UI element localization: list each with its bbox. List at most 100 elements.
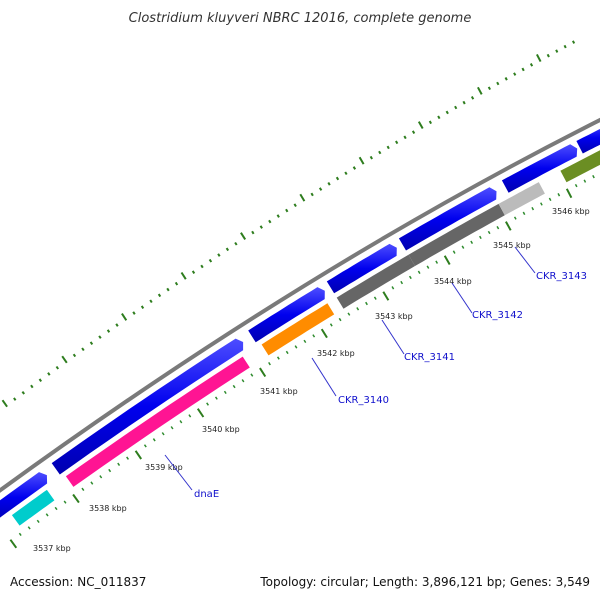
- inner-tick: [347, 312, 351, 316]
- inner-tick: [99, 475, 103, 479]
- outer-tick: [174, 281, 179, 286]
- forward-cds: [51, 338, 244, 475]
- outer-tick: [318, 187, 323, 191]
- inner-tick: [565, 188, 573, 199]
- gene-ckr3141: [336, 254, 415, 309]
- inner-tick: [63, 500, 67, 504]
- outer-tick: [285, 208, 289, 213]
- inner-tick: [470, 240, 474, 244]
- inner-tick: [461, 245, 465, 249]
- outer-tick: [327, 182, 331, 186]
- inner-tick: [45, 513, 49, 517]
- outer-tick: [180, 271, 187, 280]
- outer-tick: [386, 145, 390, 150]
- outer-tick: [38, 378, 43, 382]
- gene-label-ckr3143: CKR_3143: [536, 271, 587, 282]
- outer-tick: [513, 72, 517, 76]
- genome-summary-text: Topology: circular; Length: 3,896,121 bp…: [259, 575, 590, 589]
- inner-tick: [206, 402, 210, 406]
- kbp-label: 3542 kbp: [317, 349, 355, 358]
- inner-tick: [268, 362, 271, 366]
- outer-tick: [21, 391, 25, 395]
- reverse-feature: [560, 150, 600, 183]
- outer-tick: [98, 335, 102, 339]
- inner-tick: [540, 202, 543, 206]
- inner-tick: [188, 414, 192, 418]
- inner-tick: [426, 265, 430, 269]
- outer-tick: [462, 100, 466, 105]
- forward-cds: [326, 243, 397, 294]
- map-title: Clostridium kluyveri NBRC 12016, complet…: [129, 11, 472, 26]
- inner-tick-ring: [9, 174, 595, 549]
- inner-tick: [373, 296, 377, 300]
- inner-tick: [179, 420, 183, 424]
- inner-tick: [72, 493, 80, 504]
- inner-tick: [108, 468, 112, 473]
- outer-tick: [81, 347, 85, 352]
- outer-tick: [369, 155, 373, 160]
- kbp-label: 3538 kbp: [89, 504, 127, 513]
- inner-tick: [54, 506, 58, 511]
- kbp-label: 3543 kbp: [375, 312, 413, 321]
- inner-tick: [250, 373, 254, 377]
- outer-tick: [191, 270, 196, 274]
- inner-tick: [117, 462, 121, 467]
- inner-tick: [170, 426, 174, 430]
- inner-tick: [338, 317, 342, 322]
- outer-tick: [529, 63, 534, 67]
- outer-tick: [536, 53, 542, 63]
- forward-cds: [576, 128, 600, 154]
- inner-tick: [417, 270, 421, 274]
- outer-tick: [140, 305, 145, 309]
- outer-tick: [496, 81, 500, 86]
- outer-tick: [200, 264, 204, 269]
- inner-tick: [531, 206, 535, 211]
- kbp-labels: 3537 kbp 3538 kbp 3539 kbp 3540 kbp 3541…: [33, 207, 590, 553]
- accession-text: Accession: NC_011837: [10, 575, 146, 589]
- forward-cds: [501, 144, 578, 193]
- inner-tick: [592, 174, 595, 179]
- outer-tick: [454, 105, 458, 110]
- outer-tick: [572, 40, 576, 44]
- outer-tick: [358, 156, 365, 165]
- inner-tick: [9, 539, 18, 549]
- outer-tick: [268, 219, 272, 224]
- gene-label-ckr3142: CKR_3142: [472, 310, 523, 321]
- kbp-label: 3546 kbp: [552, 207, 590, 216]
- outer-tick: [121, 313, 128, 321]
- kbp-label: 3545 kbp: [493, 241, 531, 250]
- genome-backbone: [0, 117, 600, 493]
- inner-tick: [152, 438, 156, 442]
- inner-tick: [259, 367, 267, 378]
- outer-tick: [55, 365, 60, 370]
- inner-tick: [241, 379, 245, 383]
- inner-tick: [522, 211, 526, 216]
- outer-tick: [259, 225, 263, 229]
- leader-line-ckr3141: [381, 319, 405, 355]
- outer-tick: [555, 49, 559, 53]
- outer-tick: [61, 355, 68, 364]
- leader-line-dnaE: [164, 454, 193, 491]
- outer-tick: [546, 53, 550, 58]
- outer-tick: [293, 203, 297, 208]
- outer-tick: [411, 130, 416, 134]
- outer-tick: [208, 258, 213, 263]
- forward-cds: [248, 287, 325, 343]
- gene-ckr3140: [261, 303, 335, 356]
- inner-tick: [134, 450, 143, 460]
- inner-tick: [36, 519, 40, 524]
- inner-tick: [276, 356, 280, 360]
- reverse-feature: [11, 489, 55, 526]
- outer-tick: [1, 399, 8, 408]
- inner-tick: [487, 230, 491, 235]
- outer-tick: [504, 77, 508, 81]
- inner-tick: [161, 432, 165, 436]
- reverse-strand-features: [11, 150, 600, 526]
- inner-tick: [382, 291, 390, 301]
- outer-tick-ring: [1, 40, 576, 408]
- gene-ckr3142: [408, 203, 505, 266]
- inner-tick: [90, 481, 94, 485]
- kbp-label: 3544 kbp: [434, 277, 472, 286]
- inner-tick: [18, 532, 22, 537]
